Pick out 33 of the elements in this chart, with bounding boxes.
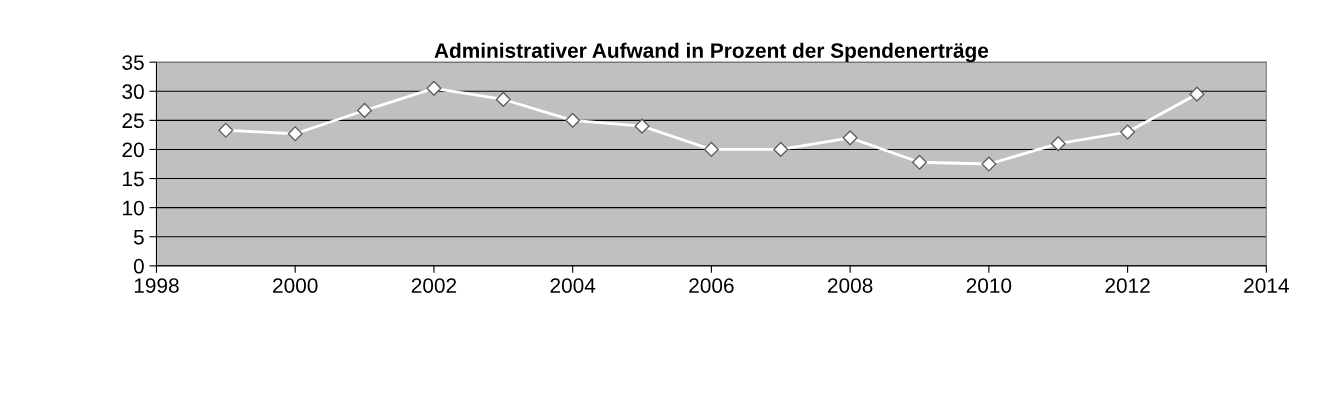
x-tick-label: 2004 [550, 278, 596, 293]
point [842, 130, 858, 146]
chart-title: Administrativer Aufwand in Prozent der Spendenerträge [434, 42, 989, 63]
x-tick-label: 2000 [273, 278, 318, 293]
x-tick-label: 2006 [689, 278, 734, 293]
point [356, 102, 373, 119]
x-tick-label: 1998 [134, 278, 179, 293]
x-tick-label: 2012 [1105, 278, 1150, 293]
point [565, 112, 581, 128]
point [773, 141, 789, 158]
point [495, 91, 511, 107]
x-tick-label: 2008 [828, 278, 873, 293]
x-tick-label: 2014 [1244, 278, 1289, 293]
point [1120, 124, 1136, 140]
y-tick-label: 30 [122, 84, 144, 100]
y-tick-label: 15 [123, 171, 144, 187]
x-tick-label: 2002 [411, 278, 457, 293]
y-tick-label: 10 [123, 200, 144, 216]
y-tick-label: 25 [122, 113, 144, 129]
point [1189, 86, 1205, 102]
y-tick-label: 5 [133, 229, 144, 245]
x-tick-label: 2010 [966, 278, 1012, 293]
point [703, 141, 719, 158]
point [426, 80, 442, 96]
y-tick-label: 20 [122, 142, 144, 158]
y-tick-label: 35 [122, 55, 144, 70]
point [218, 122, 234, 138]
point [634, 118, 650, 134]
point [911, 154, 928, 170]
point [287, 126, 303, 142]
y-tick-label: 0 [133, 258, 144, 274]
point [1050, 136, 1066, 152]
point [981, 156, 997, 172]
